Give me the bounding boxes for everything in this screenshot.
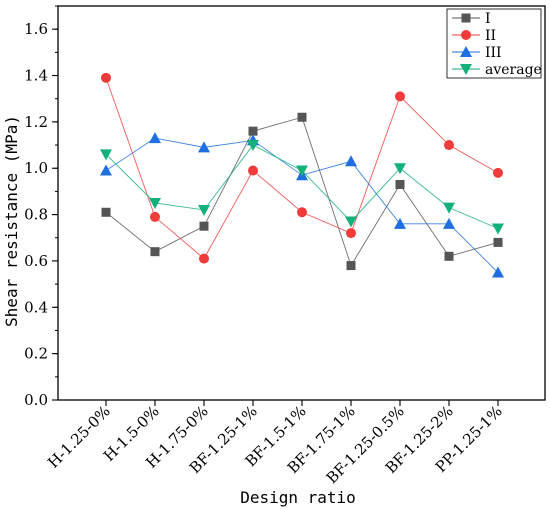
data-point-III-2: [198, 141, 210, 153]
data-point-II-0: [101, 72, 111, 83]
legend-label-average: average: [485, 62, 542, 78]
legend-label-I: I: [485, 11, 491, 27]
series-average: [100, 140, 504, 235]
legend-label-II: II: [485, 28, 496, 44]
data-point-III-6: [394, 217, 406, 229]
data-point-average-2: [198, 204, 210, 216]
y-tick-label: 1.2: [24, 113, 48, 131]
data-point-III-7: [443, 217, 455, 229]
data-point-average-5: [345, 216, 357, 228]
y-tick-label: 0.4: [24, 298, 48, 316]
data-point-average-4: [296, 165, 308, 177]
legend-label-III: III: [485, 45, 502, 61]
data-point-I-3: [248, 126, 258, 136]
data-point-I-7: [444, 251, 454, 261]
data-point-II-3: [248, 165, 258, 176]
data-point-III-8: [492, 266, 504, 278]
data-point-I-0: [101, 207, 111, 217]
data-point-I-5: [346, 261, 356, 271]
data-point-I-1: [150, 247, 160, 257]
series-line-I: [105, 116, 499, 267]
data-point-II-8: [493, 167, 503, 178]
series-line-III: [105, 137, 499, 273]
data-point-II-5: [346, 228, 356, 239]
data-point-I-4: [297, 112, 307, 122]
data-point-average-0: [100, 149, 112, 161]
series-II: [101, 72, 503, 264]
data-point-III-5: [345, 155, 357, 167]
legend-marker-I: [461, 13, 471, 23]
x-tick-label: H-1.25-0%: [44, 402, 114, 472]
y-axis-title: Shear resistance (MPa): [2, 115, 21, 327]
data-point-II-6: [395, 91, 405, 102]
y-tick-label: 1.0: [24, 159, 48, 177]
legend-marker-II: [461, 30, 471, 40]
y-tick-label: 0.8: [24, 206, 48, 224]
y-tick-label: 0.6: [24, 252, 48, 270]
data-point-III-0: [100, 164, 112, 176]
y-tick-label: 1.4: [24, 67, 48, 85]
data-point-average-3: [247, 140, 259, 152]
data-point-III-1: [149, 132, 161, 144]
data-point-I-6: [395, 179, 405, 189]
x-axis-title: Design ratio: [240, 488, 356, 507]
series-I: [101, 112, 503, 271]
data-point-II-2: [199, 253, 209, 264]
data-point-average-1: [149, 198, 161, 209]
y-tick-label: 0.2: [24, 345, 48, 363]
data-point-II-4: [297, 207, 307, 218]
y-tick-label: 0.0: [24, 391, 48, 409]
series-III: [100, 132, 504, 278]
data-point-I-2: [199, 221, 209, 231]
y-tick-label: 1.6: [24, 20, 48, 38]
series-layer: [100, 72, 504, 278]
data-point-II-1: [150, 211, 160, 222]
data-point-average-8: [492, 223, 504, 235]
data-point-average-7: [443, 202, 455, 214]
data-point-average-6: [394, 163, 406, 175]
legend-marker-III: [460, 46, 472, 57]
data-point-II-7: [444, 140, 454, 151]
legend-marker-average: [460, 64, 472, 75]
data-point-I-8: [493, 237, 503, 247]
